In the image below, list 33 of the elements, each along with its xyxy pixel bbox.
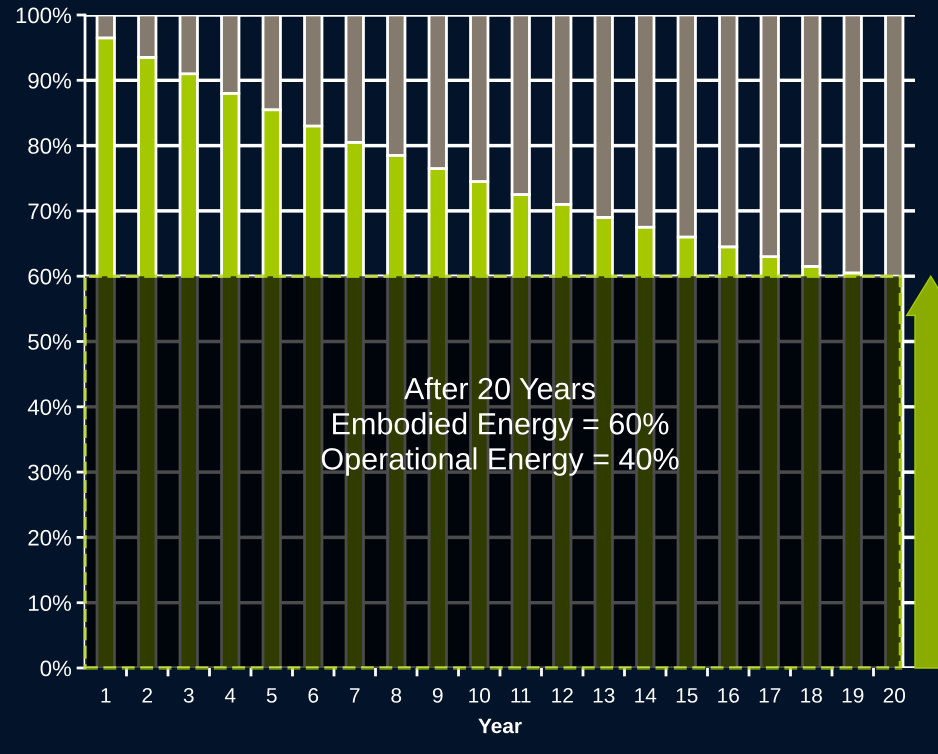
x-tick-label: 11 — [512, 688, 531, 703]
x-tick-label: 18 — [801, 688, 822, 703]
x-tick-label: 17 — [760, 688, 780, 703]
y-tick-label: 30% — [28, 464, 72, 480]
y-tick-label: 90% — [28, 72, 72, 89]
y-tick-label: 0% — [40, 660, 72, 676]
x-tick-label: 12 — [552, 688, 573, 703]
y-tick-label: 50% — [28, 334, 72, 350]
x-tick-label: 1 — [102, 688, 111, 703]
y-tick-label: 40% — [28, 399, 72, 416]
y-tick-label: 80% — [28, 138, 72, 154]
x-tick-label: 6 — [308, 688, 318, 703]
x-tick-label: 4 — [224, 688, 236, 703]
x-tick-label: 8 — [391, 688, 402, 703]
x-tick-label: 2 — [142, 688, 152, 703]
y-tick-label: 100% — [16, 8, 72, 24]
x-tick-label: 20 — [884, 688, 906, 703]
x-tick-label: 15 — [676, 688, 698, 703]
x-tick-label: 7 — [350, 688, 360, 703]
x-tick-label: 5 — [266, 688, 277, 703]
x-tick-label: 3 — [184, 688, 194, 703]
x-axis-title: Year — [478, 718, 522, 734]
y-tick-label: 60% — [28, 268, 72, 284]
y-tick-label: 10% — [29, 595, 72, 611]
x-tick-label: 19 — [842, 688, 864, 703]
x-tick-label: 10 — [469, 688, 490, 703]
annotation: After 20 Years Embodied Energy = 60% Operational Energy = 40% — [322, 377, 679, 476]
x-tick-label: 14 — [635, 688, 656, 703]
x-tick-label: 13 — [594, 688, 614, 703]
x-tick-label: 9 — [432, 688, 443, 703]
x-tick-label: 16 — [718, 688, 739, 703]
y-tick-label: 70% — [28, 203, 72, 220]
y-tick-label: 20% — [28, 530, 72, 546]
